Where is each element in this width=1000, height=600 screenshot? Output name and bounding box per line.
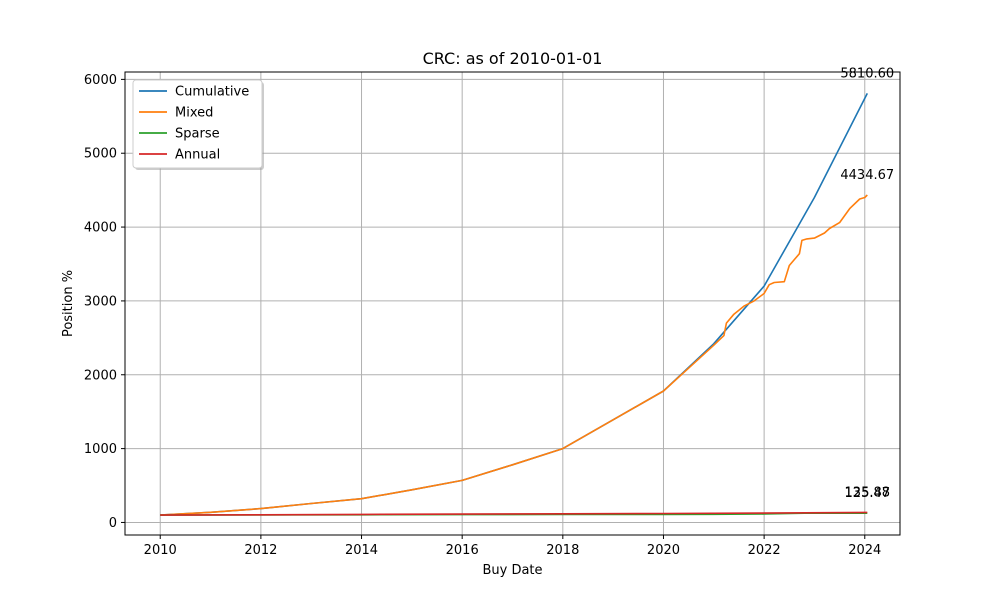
x-axis-label: Buy Date [482,563,542,578]
end-label-sparse: 125.47 [845,486,891,501]
chart-title: CRC: as of 2010-01-01 [423,49,603,68]
y-tick-label: 1000 [84,442,117,457]
x-tick-label: 2024 [848,543,881,558]
x-axis-ticks: 2010 2012 2014 2016 2018 2020 2022 2024 [144,535,881,558]
legend-label-annual: Annual [175,148,220,163]
grid-lines [125,72,900,535]
y-tick-label: 4000 [84,221,117,236]
x-tick-label: 2018 [546,543,579,558]
x-tick-label: 2014 [345,543,378,558]
legend: Cumulative Mixed Sparse Annual [132,79,264,170]
legend-label-sparse: Sparse [175,127,220,142]
y-axis-ticks: 0 1000 2000 3000 4000 5000 6000 [84,73,125,531]
series-layer [160,93,869,516]
x-tick-label: 2012 [244,543,277,558]
y-tick-label: 2000 [84,368,117,383]
end-label-annual: 135.88 [845,485,891,500]
end-label-mixed: 4434.67 [840,168,894,183]
y-tick-label: 5000 [84,147,117,162]
y-axis-label: Position % [61,270,76,337]
x-tick-label: 2022 [748,543,781,558]
x-tick-label: 2010 [144,543,177,558]
series-line-annual [160,511,868,516]
legend-label-cumulative: Cumulative [175,85,249,100]
end-label-cumulative: 5810.60 [840,66,894,81]
series-line-mixed [160,194,868,516]
plot-frame [124,71,901,536]
legend-box [132,79,263,169]
x-tick-label: 2016 [446,543,479,558]
legend-label-mixed: Mixed [175,106,213,121]
y-tick-label: 0 [109,516,117,531]
x-tick-label: 2020 [647,543,680,558]
y-tick-label: 6000 [84,73,117,88]
y-tick-label: 3000 [84,294,117,309]
